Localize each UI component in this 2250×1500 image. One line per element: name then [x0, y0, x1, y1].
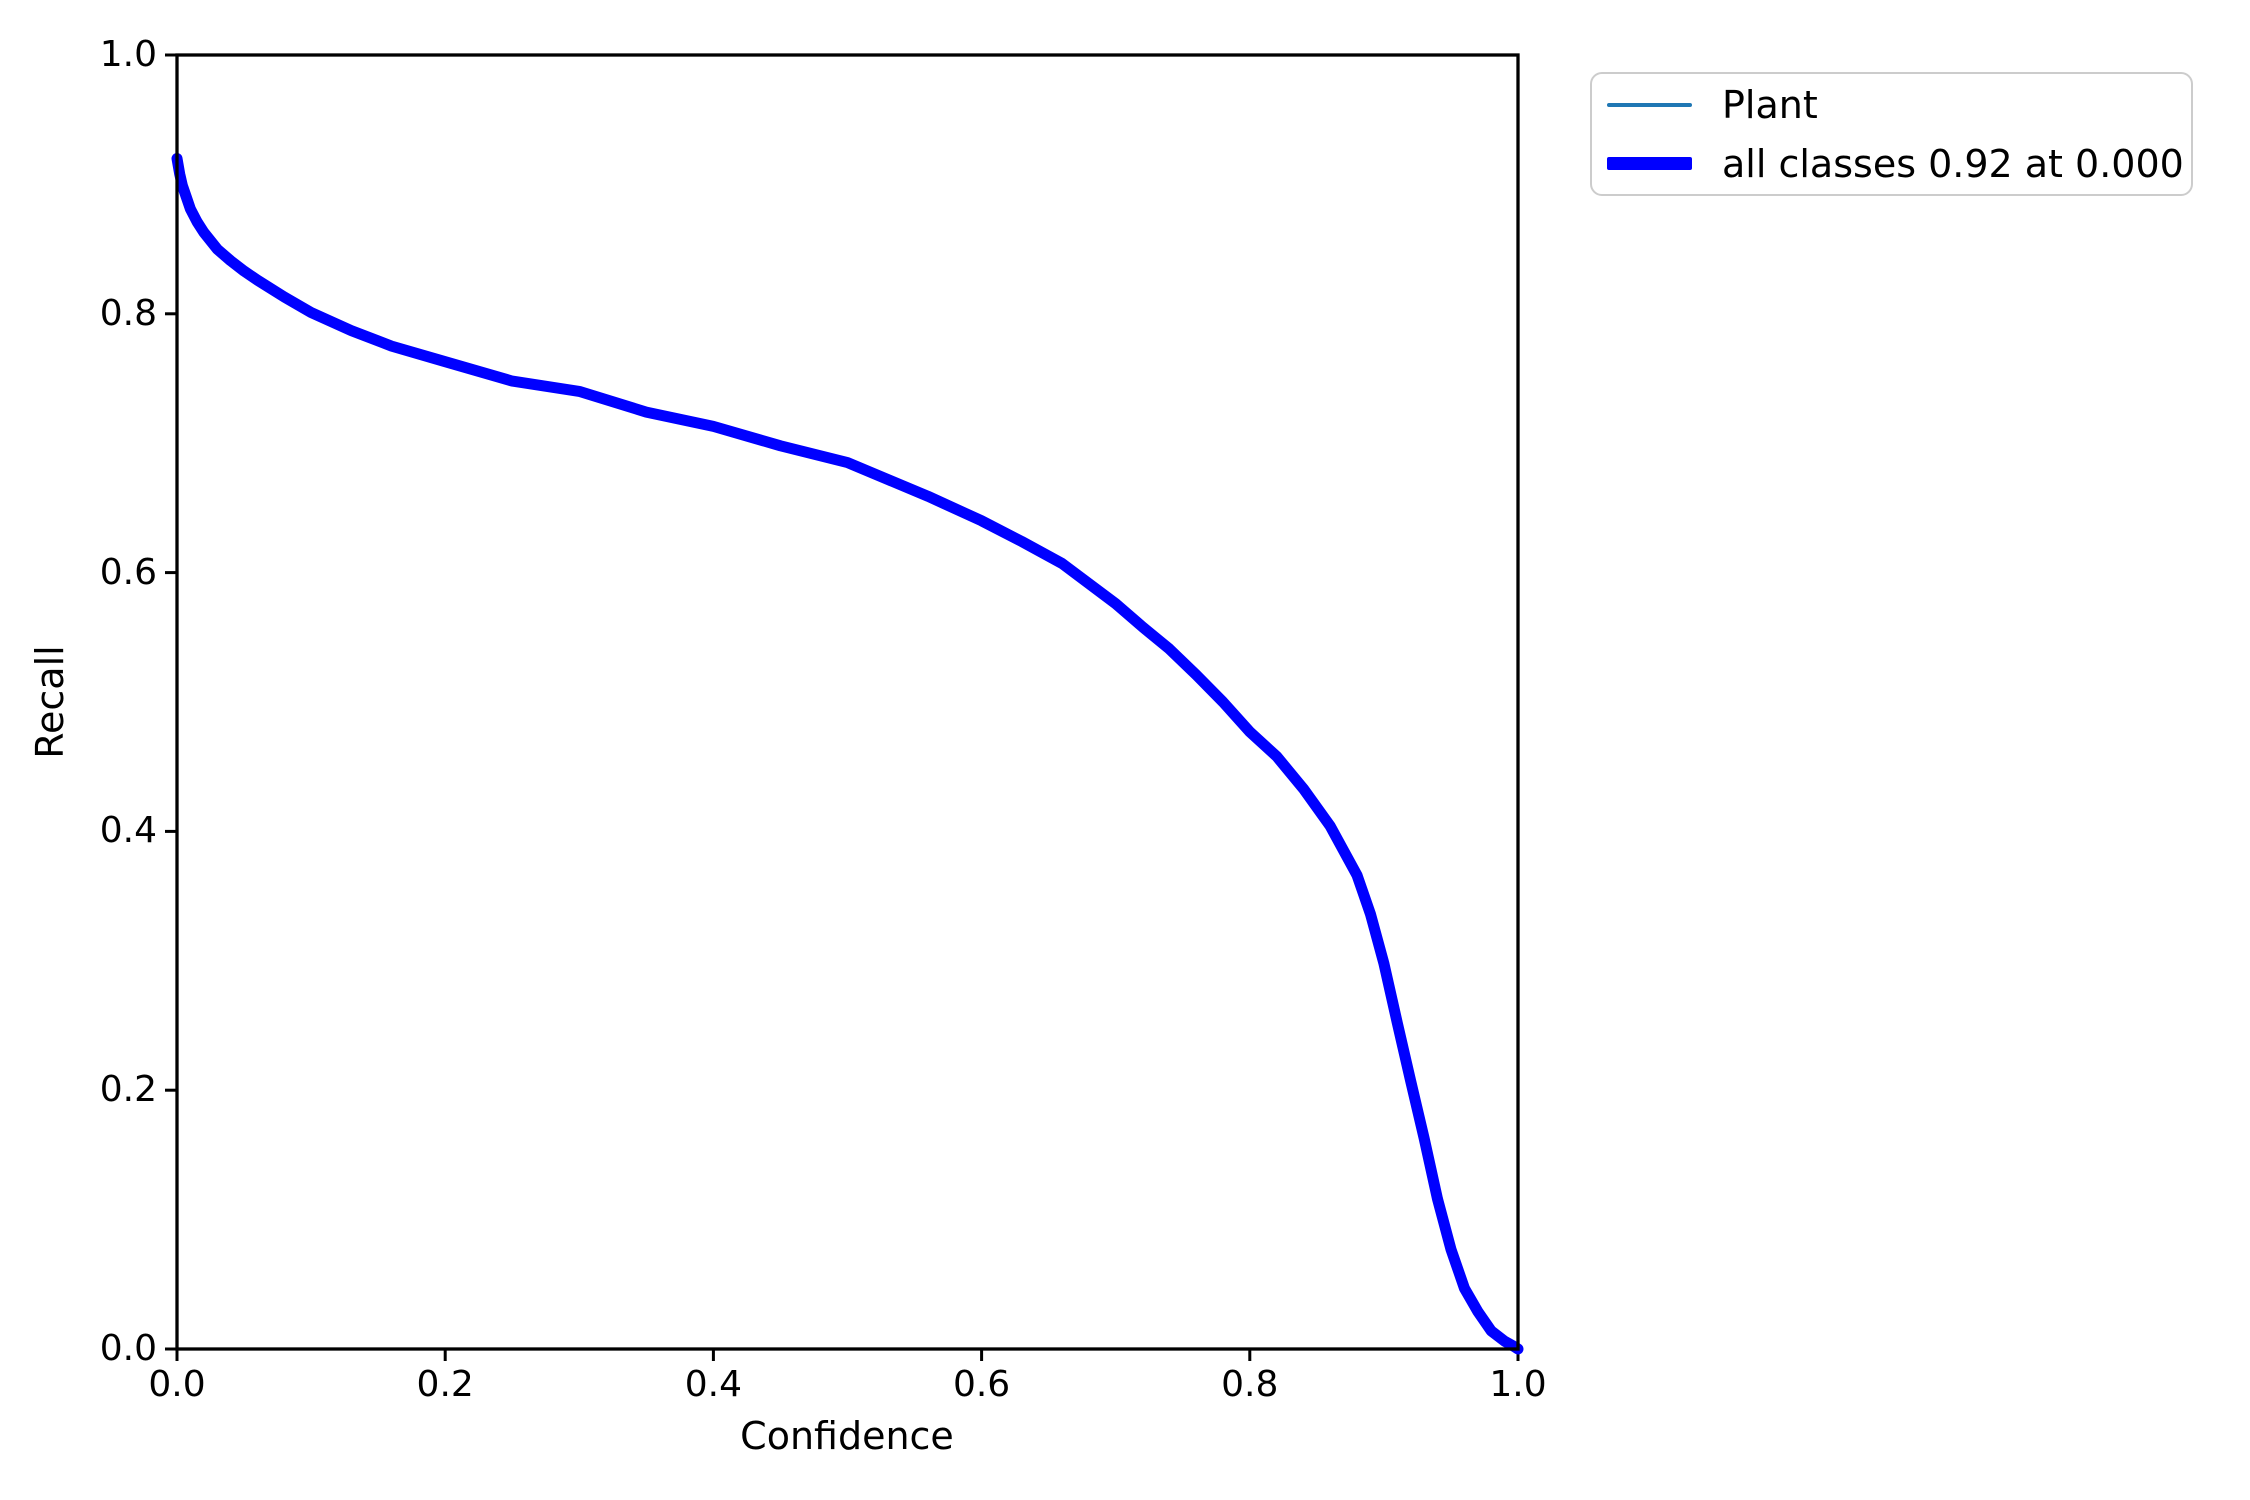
- x-tick-label: 1.0: [1489, 1364, 1547, 1405]
- y-tick-label: 0.4: [99, 810, 157, 852]
- y-tick-label: 1.0: [99, 34, 157, 75]
- x-tick-label: 0.6: [952, 1364, 1011, 1405]
- legend-line-swatch-plant: [1607, 102, 1692, 107]
- y-axis-label: Recall: [28, 645, 72, 759]
- y-tick-label: 0.0: [99, 1328, 157, 1369]
- y-tick-label: 0.8: [99, 292, 157, 334]
- curve-all-classes: [171, 153, 1524, 1355]
- x-tick-label: 0.2: [416, 1364, 474, 1405]
- legend-line-swatch-all-classes: [1607, 157, 1692, 170]
- y-tick-label: 0.2: [99, 1069, 157, 1111]
- x-tick-label: 0.0: [148, 1364, 206, 1405]
- legend-box: Plant all classes 0.92 at 0.000: [1590, 72, 2193, 196]
- x-axis-label: Confidence: [740, 1414, 954, 1458]
- legend-label-plant: Plant: [1722, 82, 1818, 127]
- axes-spines: [175, 53, 1520, 1351]
- y-tick-label: 0.6: [99, 551, 157, 593]
- x-tick-label: 0.8: [1221, 1364, 1279, 1405]
- legend-item-all-classes: all classes 0.92 at 0.000: [1607, 141, 2184, 186]
- legend-item-plant: Plant: [1607, 82, 2177, 127]
- x-tick-label: 0.4: [684, 1364, 743, 1405]
- legend-label-all-classes: all classes 0.92 at 0.000: [1722, 141, 2184, 186]
